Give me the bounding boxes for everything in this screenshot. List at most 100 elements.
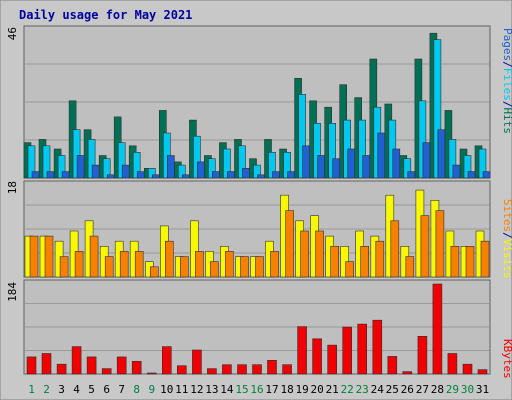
bar-kbytes-19: [297, 326, 307, 375]
bar-pages-5: [91, 164, 100, 179]
bar-sites-16: [255, 256, 264, 278]
bar-kbytes-3: [56, 363, 67, 375]
bar-files-1: [27, 145, 36, 179]
bar-files-20: [313, 123, 321, 179]
bar-sites-29: [450, 246, 460, 278]
x-tick-label-8: 8: [133, 383, 140, 396]
bar-sites-6: [104, 256, 114, 278]
bar-pages-24: [377, 132, 386, 179]
legend-text: Files: [501, 68, 512, 101]
bar-kbytes-1: [26, 356, 37, 375]
bar-sites-13: [210, 261, 219, 278]
x-tick-label-3: 3: [58, 383, 65, 396]
bar-sites-1: [29, 235, 39, 278]
bar-pages-13: [212, 171, 220, 179]
x-tick-label-22: 22: [341, 383, 354, 396]
bar-pages-9: [152, 174, 160, 179]
bar-kbytes-29: [447, 353, 458, 375]
bar-pages-12: [197, 161, 205, 179]
bar-sites-21: [330, 246, 340, 278]
x-tick-label-14: 14: [220, 383, 234, 396]
x-tick-label-21: 21: [326, 383, 339, 396]
legend-text: /: [501, 101, 512, 108]
x-tick-label-30: 30: [461, 383, 474, 396]
bar-files-17: [268, 152, 276, 179]
bar-pages-19: [302, 145, 310, 179]
bar-files-26: [403, 158, 412, 179]
bar-files-13: [208, 158, 216, 179]
bar-pages-29: [452, 164, 461, 179]
x-tick-label-25: 25: [386, 383, 399, 396]
bar-pages-20: [317, 155, 325, 179]
bar-sites-28: [435, 210, 445, 278]
bar-pages-14: [227, 171, 235, 179]
bar-pages-4: [76, 155, 85, 179]
bar-files-28: [433, 39, 442, 179]
bar-kbytes-26: [402, 371, 413, 375]
bar-pages-27: [422, 142, 431, 179]
legend-text: Visits: [501, 239, 512, 279]
bar-files-2: [42, 145, 51, 179]
bar-sites-18: [285, 210, 294, 278]
bar-files-3: [57, 155, 66, 179]
bar-kbytes-6: [101, 368, 112, 375]
bar-pages-21: [332, 158, 341, 179]
bar-pages-23: [362, 155, 371, 179]
bar-kbytes-4: [71, 346, 82, 375]
bar-files-29: [448, 139, 457, 179]
x-tick-label-23: 23: [356, 383, 369, 396]
bar-files-19: [298, 94, 306, 179]
panel-kbytes: [23, 279, 491, 375]
bar-sites-25: [390, 220, 400, 278]
x-tick-label-19: 19: [295, 383, 308, 396]
x-tick-label-10: 10: [160, 383, 173, 396]
legend-text: KBytes: [501, 339, 512, 379]
bar-sites-20: [315, 230, 324, 278]
x-axis-labels: 1 2 3 4 5 6 7 8 9 10 11 12 13 14 15 16 17 18 19 20 21 22 23 24 2…: [28, 383, 489, 396]
bar-kbytes-2: [41, 353, 52, 375]
bar-pages-17: [272, 171, 280, 179]
bar-kbytes-12: [192, 349, 202, 375]
legend-text: Hits: [501, 108, 512, 135]
bar-sites-3: [59, 256, 69, 278]
bar-sites-22: [345, 261, 355, 278]
panel-visits-sites: [23, 180, 491, 278]
panel-hits-files-pages: [23, 25, 491, 179]
x-tick-label-28: 28: [431, 383, 444, 396]
bar-kbytes-8: [131, 360, 142, 375]
bar-sites-9: [150, 266, 159, 278]
bar-kbytes-25: [387, 356, 398, 375]
legend-text: Sites: [501, 199, 512, 232]
bar-files-15: [238, 145, 246, 179]
x-tick-label-13: 13: [205, 383, 218, 396]
bar-visits-12: [190, 220, 199, 278]
bar-sites-7: [119, 251, 129, 278]
bar-sites-10: [165, 240, 174, 278]
bar-pages-22: [347, 148, 356, 179]
bar-files-23: [358, 119, 367, 179]
legend-bottom: KBytes: [501, 339, 512, 379]
bar-files-8: [132, 152, 141, 179]
bar-kbytes-23: [357, 323, 368, 375]
bar-files-31: [478, 148, 487, 179]
bar-kbytes-11: [177, 365, 187, 375]
bar-kbytes-5: [86, 356, 97, 375]
bar-pages-11: [182, 174, 190, 179]
bar-sites-17: [270, 251, 279, 278]
bar-pages-3: [61, 171, 70, 179]
x-tick-label-26: 26: [401, 383, 414, 396]
x-tick-label-2: 2: [43, 383, 50, 396]
bar-sites-31: [480, 240, 490, 278]
bar-sites-19: [300, 230, 309, 278]
bar-files-14: [223, 148, 231, 179]
bar-kbytes-10: [162, 346, 172, 375]
x-tick-label-31: 31: [476, 383, 489, 396]
x-tick-label-6: 6: [103, 383, 110, 396]
bar-sites-12: [195, 251, 204, 278]
y-max-label-bottom: 184: [6, 282, 19, 302]
bar-kbytes-15: [237, 364, 247, 375]
bar-kbytes-7: [116, 356, 127, 375]
y-max-label-middle: 18: [6, 181, 19, 194]
bar-pages-7: [121, 164, 130, 179]
